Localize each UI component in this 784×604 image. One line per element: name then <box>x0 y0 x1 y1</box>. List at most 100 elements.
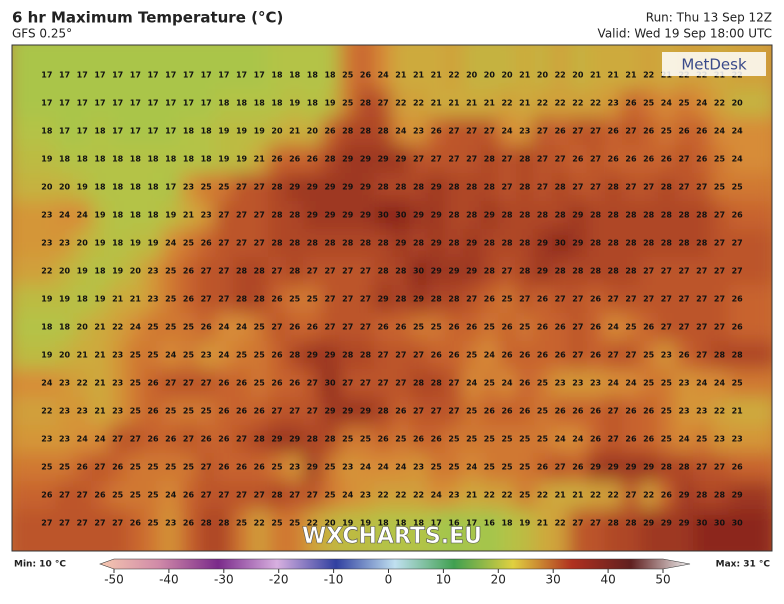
temperature-cell <box>657 341 677 370</box>
temperature-label: 18 <box>236 99 248 108</box>
temperature-cell <box>569 45 588 90</box>
temperature-cell <box>622 145 641 174</box>
temperature-label: 28 <box>625 267 637 276</box>
temperature-label: 23 <box>165 519 176 528</box>
temperature-cell <box>515 145 535 174</box>
temperature-cell <box>215 201 234 230</box>
temperature-cell <box>321 481 340 510</box>
temperature-label: 28 <box>448 183 460 192</box>
temperature-cell <box>498 453 517 482</box>
temperature-cell <box>462 201 482 230</box>
temperature-label: 26 <box>289 379 301 388</box>
temperature-label: 20 <box>41 183 53 192</box>
temperature-cell <box>232 285 252 314</box>
temperature-cell <box>409 369 429 398</box>
temperature-label: 28 <box>307 239 319 248</box>
temperature-label: 20 <box>59 267 71 276</box>
temperature-cell <box>215 89 234 118</box>
temperature-label: 28 <box>342 127 354 136</box>
temperature-label: 28 <box>431 295 443 304</box>
temperature-cell <box>108 117 128 146</box>
temperature-cell <box>73 229 93 258</box>
temperature-label: 26 <box>77 463 89 472</box>
temperature-cell <box>639 173 659 202</box>
temperature-cell <box>586 117 606 146</box>
temperature-cell <box>498 397 517 426</box>
temperature-label: 22 <box>501 491 512 500</box>
temperature-label: 27 <box>130 435 141 444</box>
temperature-label: 27 <box>625 351 636 360</box>
temperature-label: 22 <box>714 407 725 416</box>
temperature-cell <box>586 341 606 370</box>
temperature-cell <box>409 117 429 146</box>
temperature-label: 25 <box>130 351 142 360</box>
temperature-label: 26 <box>183 491 195 500</box>
temperature-label: 27 <box>324 323 335 332</box>
temperature-cell <box>179 341 199 370</box>
temperature-label: 25 <box>431 463 443 472</box>
temperature-label: 22 <box>395 99 406 108</box>
temperature-label: 28 <box>696 491 708 500</box>
temperature-cell <box>268 257 287 286</box>
temperature-label: 26 <box>289 323 301 332</box>
temperature-label: 21 <box>94 379 106 388</box>
temperature-label: 28 <box>590 239 602 248</box>
temperature-cell <box>604 285 624 314</box>
temperature-cell <box>692 313 712 342</box>
temperature-label: 27 <box>254 183 265 192</box>
temperature-cell <box>91 341 110 370</box>
temperature-cell <box>551 145 570 174</box>
temperature-cell <box>445 481 464 510</box>
temperature-label: 28 <box>519 183 531 192</box>
temperature-label: 27 <box>218 295 229 304</box>
temperature-cell <box>409 173 429 202</box>
temperature-label: 25 <box>183 407 195 416</box>
temperature-cell <box>179 145 199 174</box>
temperature-label: 27 <box>342 379 353 388</box>
temperature-label: 27 <box>625 127 636 136</box>
temperature-cell <box>657 453 677 482</box>
temperature-cell <box>515 45 535 90</box>
temperature-label: 27 <box>448 379 459 388</box>
temperature-cell <box>126 313 146 342</box>
temperature-label: 28 <box>501 211 513 220</box>
temperature-label: 18 <box>289 71 301 80</box>
temperature-cell <box>91 397 110 426</box>
temperature-label: 26 <box>572 155 584 164</box>
temperature-label: 25 <box>271 519 283 528</box>
temperature-cell <box>586 369 606 398</box>
temperature-cell <box>197 229 216 258</box>
temperature-label: 23 <box>147 295 158 304</box>
temperature-label: 29 <box>678 519 690 528</box>
temperature-cell <box>250 341 270 370</box>
temperature-label: 24 <box>501 379 513 388</box>
temperature-label: 27 <box>360 379 371 388</box>
temperature-label: 29 <box>307 183 319 192</box>
temperature-cell <box>144 117 163 146</box>
temperature-label: 18 <box>165 155 177 164</box>
temperature-label: 26 <box>555 127 567 136</box>
temperature-label: 17 <box>201 99 212 108</box>
temperature-cell <box>250 45 270 90</box>
temperature-label: 29 <box>590 463 602 472</box>
temperature-label: 28 <box>608 183 620 192</box>
temperature-cell <box>728 341 772 370</box>
temperature-label: 25 <box>147 463 159 472</box>
temperature-label: 26 <box>484 407 496 416</box>
temperature-label: 26 <box>431 127 443 136</box>
temperature-label: 26 <box>307 155 319 164</box>
temperature-label: 28 <box>448 239 460 248</box>
temperature-cell <box>392 453 411 482</box>
temperature-cell <box>728 481 772 510</box>
temperature-cell <box>321 453 340 482</box>
temperature-cell <box>569 201 588 230</box>
temperature-label: 25 <box>519 435 531 444</box>
temperature-label: 29 <box>732 491 744 500</box>
temperature-cell <box>55 257 75 286</box>
temperature-cell <box>445 257 464 286</box>
temperature-cell <box>480 313 500 342</box>
temperature-label: 28 <box>360 351 372 360</box>
temperature-cell <box>409 145 429 174</box>
temperature-label: 22 <box>395 491 406 500</box>
temperature-label: 27 <box>236 211 247 220</box>
